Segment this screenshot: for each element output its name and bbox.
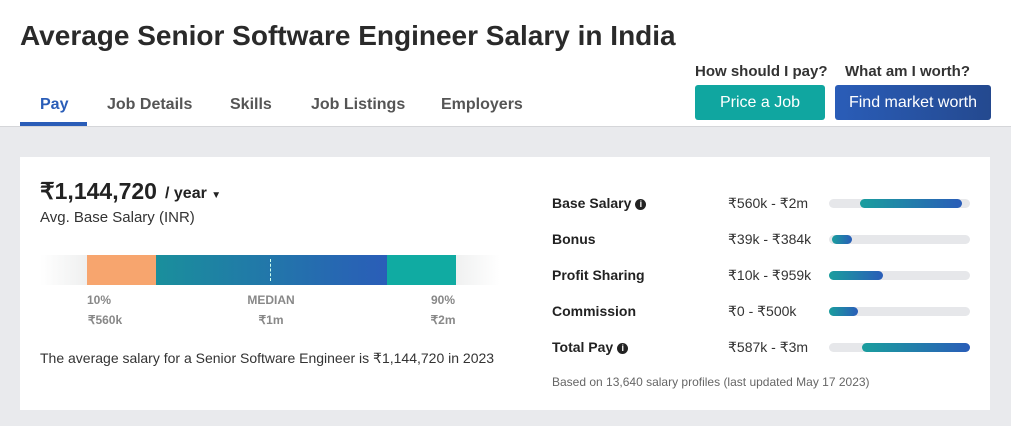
row-range: ₹587k - ₹3m [728,339,809,355]
range-track [829,271,970,280]
label: Base Salary [552,195,632,211]
range-track [829,343,970,352]
row-label: Total Pay i [552,339,629,355]
tab-indicator [20,122,87,126]
range-fill [832,235,852,244]
salary-amount: ₹1,144,720 [40,178,157,204]
tab[interactable]: Pay [40,96,69,113]
median-line [270,259,271,281]
row-range: ₹39k - ₹384k [728,231,812,247]
row-range: ₹0 - ₹500k [728,303,797,319]
salary-subtitle: Avg. Base Salary (INR) [40,209,195,226]
period: / year [165,185,207,202]
range-track [829,235,970,244]
period-select[interactable]: / year ▼ [165,185,222,202]
price-job-button[interactable]: Price a Job [695,85,825,120]
row-label: Profit Sharing [552,267,645,283]
cta-question: How should I pay? [695,63,828,80]
distribution-mid [156,255,387,285]
row-label: Bonus [552,231,596,247]
distribution-high [387,255,456,285]
percentile-label: 10% [86,293,112,307]
range-fill [862,343,970,352]
row-label: Base Salary i [552,195,647,211]
page-title: Average Senior Software Engineer Salary … [20,20,676,51]
info-icon[interactable]: i [635,199,647,210]
tab[interactable]: Employers [441,96,523,113]
range-track [829,199,970,208]
percentile-value: ₹2m [430,313,456,327]
percentile-value: ₹1m [258,313,284,327]
row-range: ₹560k - ₹2m [728,195,809,211]
footnote: Based on 13,640 salary profiles (last up… [552,375,870,389]
percentile-label: MEDIAN [247,293,295,307]
market-worth-button[interactable]: Find market worth [835,85,991,120]
row-range: ₹10k - ₹959k [728,267,812,283]
range-fill [829,307,858,316]
info-icon[interactable]: i [617,343,629,354]
tab[interactable]: Job Listings [311,96,406,113]
percentile-label: 90% [430,293,456,307]
salary-sentence: The average salary for a Senior Software… [40,350,495,366]
range-fill [829,271,883,280]
tab[interactable]: Skills [230,96,272,113]
range-track [829,307,970,316]
range-fill [860,199,962,208]
row-label: Commission [552,303,637,319]
distribution-low [87,255,156,285]
tab[interactable]: Job Details [107,96,193,113]
label: Total Pay [552,339,614,355]
percentile-value: ₹560k [87,313,123,327]
cta-question: What am I worth? [845,63,970,80]
